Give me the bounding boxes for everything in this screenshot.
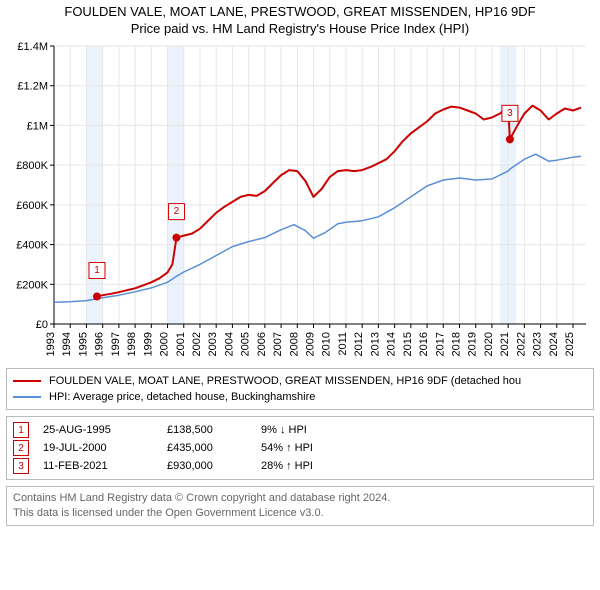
svg-text:2018: 2018	[450, 332, 462, 356]
marker-date: 19-JUL-2000	[43, 442, 153, 454]
marker-price: £435,000	[167, 442, 247, 454]
svg-text:2020: 2020	[483, 332, 495, 356]
legend-row-hpi: HPI: Average price, detached house, Buck…	[13, 389, 587, 405]
chart: £0 £200K £400K £600K £800K £1M £1.2M £1.4M 1993 1…	[6, 42, 594, 362]
marker-number: 3	[13, 458, 29, 474]
svg-text:1993: 1993	[45, 332, 57, 356]
svg-text:2025: 2025	[564, 332, 576, 356]
svg-text:1998: 1998	[126, 332, 138, 356]
marker-number: 1	[13, 422, 29, 438]
marker-delta: 54% ↑ HPI	[261, 442, 361, 454]
legend: FOULDEN VALE, MOAT LANE, PRESTWOOD, GREA…	[6, 368, 594, 410]
svg-text:1: 1	[94, 265, 100, 276]
svg-text:2011: 2011	[337, 332, 349, 356]
marker-row: 1 25-AUG-1995 £138,500 9% ↓ HPI	[13, 421, 587, 439]
svg-text:£800K: £800K	[16, 160, 48, 172]
svg-text:2001: 2001	[175, 332, 187, 356]
footer: Contains HM Land Registry data © Crown c…	[6, 486, 594, 526]
svg-text:2023: 2023	[532, 332, 544, 356]
svg-text:2017: 2017	[434, 332, 446, 356]
svg-text:2002: 2002	[191, 332, 203, 356]
svg-text:1999: 1999	[142, 332, 154, 356]
svg-text:£1M: £1M	[27, 120, 48, 132]
title-address: FOULDEN VALE, MOAT LANE, PRESTWOOD, GREA…	[6, 4, 594, 19]
title-subtitle: Price paid vs. HM Land Registry's House …	[6, 21, 594, 36]
svg-text:2019: 2019	[467, 332, 479, 356]
svg-text:2000: 2000	[159, 332, 171, 356]
svg-text:2003: 2003	[207, 332, 219, 356]
marker-date: 11-FEB-2021	[43, 460, 153, 472]
svg-text:3: 3	[507, 108, 513, 119]
marker-delta: 9% ↓ HPI	[261, 424, 361, 436]
svg-text:2007: 2007	[272, 332, 284, 356]
svg-text:2: 2	[174, 206, 180, 217]
marker-delta: 28% ↑ HPI	[261, 460, 361, 472]
svg-text:2005: 2005	[240, 332, 252, 356]
svg-text:2014: 2014	[386, 332, 398, 356]
legend-swatch	[13, 396, 41, 398]
markers-table: 1 25-AUG-1995 £138,500 9% ↓ HPI 2 19-JUL…	[6, 416, 594, 480]
svg-text:£600K: £600K	[16, 200, 48, 212]
svg-text:2008: 2008	[288, 332, 300, 356]
svg-text:£400K: £400K	[16, 240, 48, 252]
svg-text:2009: 2009	[305, 332, 317, 356]
svg-text:2013: 2013	[369, 332, 381, 356]
marker-date: 25-AUG-1995	[43, 424, 153, 436]
svg-text:1997: 1997	[110, 332, 122, 356]
footer-line2: This data is licensed under the Open Gov…	[13, 506, 587, 521]
svg-text:£1.2M: £1.2M	[17, 81, 48, 93]
svg-text:1996: 1996	[94, 332, 106, 356]
svg-text:1994: 1994	[61, 332, 73, 356]
svg-text:2004: 2004	[223, 332, 235, 356]
legend-label: HPI: Average price, detached house, Buck…	[49, 391, 315, 403]
legend-label: FOULDEN VALE, MOAT LANE, PRESTWOOD, GREA…	[49, 375, 521, 387]
svg-text:£1.4M: £1.4M	[17, 42, 48, 53]
svg-text:2010: 2010	[321, 332, 333, 356]
svg-text:2022: 2022	[515, 332, 527, 356]
chart-svg: £0 £200K £400K £600K £800K £1M £1.2M £1.4M 1993 1…	[6, 42, 594, 362]
svg-text:2016: 2016	[418, 332, 430, 356]
marker-row: 2 19-JUL-2000 £435,000 54% ↑ HPI	[13, 439, 587, 457]
svg-text:2012: 2012	[353, 332, 365, 356]
legend-swatch	[13, 380, 41, 382]
svg-text:2021: 2021	[499, 332, 511, 356]
svg-text:2006: 2006	[256, 332, 268, 356]
svg-text:£0: £0	[36, 319, 48, 331]
svg-text:2015: 2015	[402, 332, 414, 356]
svg-text:1995: 1995	[77, 332, 89, 356]
svg-text:2024: 2024	[548, 332, 560, 356]
legend-row-property: FOULDEN VALE, MOAT LANE, PRESTWOOD, GREA…	[13, 373, 587, 389]
footer-line1: Contains HM Land Registry data © Crown c…	[13, 491, 587, 506]
marker-price: £138,500	[167, 424, 247, 436]
svg-text:£200K: £200K	[16, 279, 48, 291]
title-block: FOULDEN VALE, MOAT LANE, PRESTWOOD, GREA…	[6, 4, 594, 36]
marker-price: £930,000	[167, 460, 247, 472]
marker-number: 2	[13, 440, 29, 456]
marker-row: 3 11-FEB-2021 £930,000 28% ↑ HPI	[13, 457, 587, 475]
